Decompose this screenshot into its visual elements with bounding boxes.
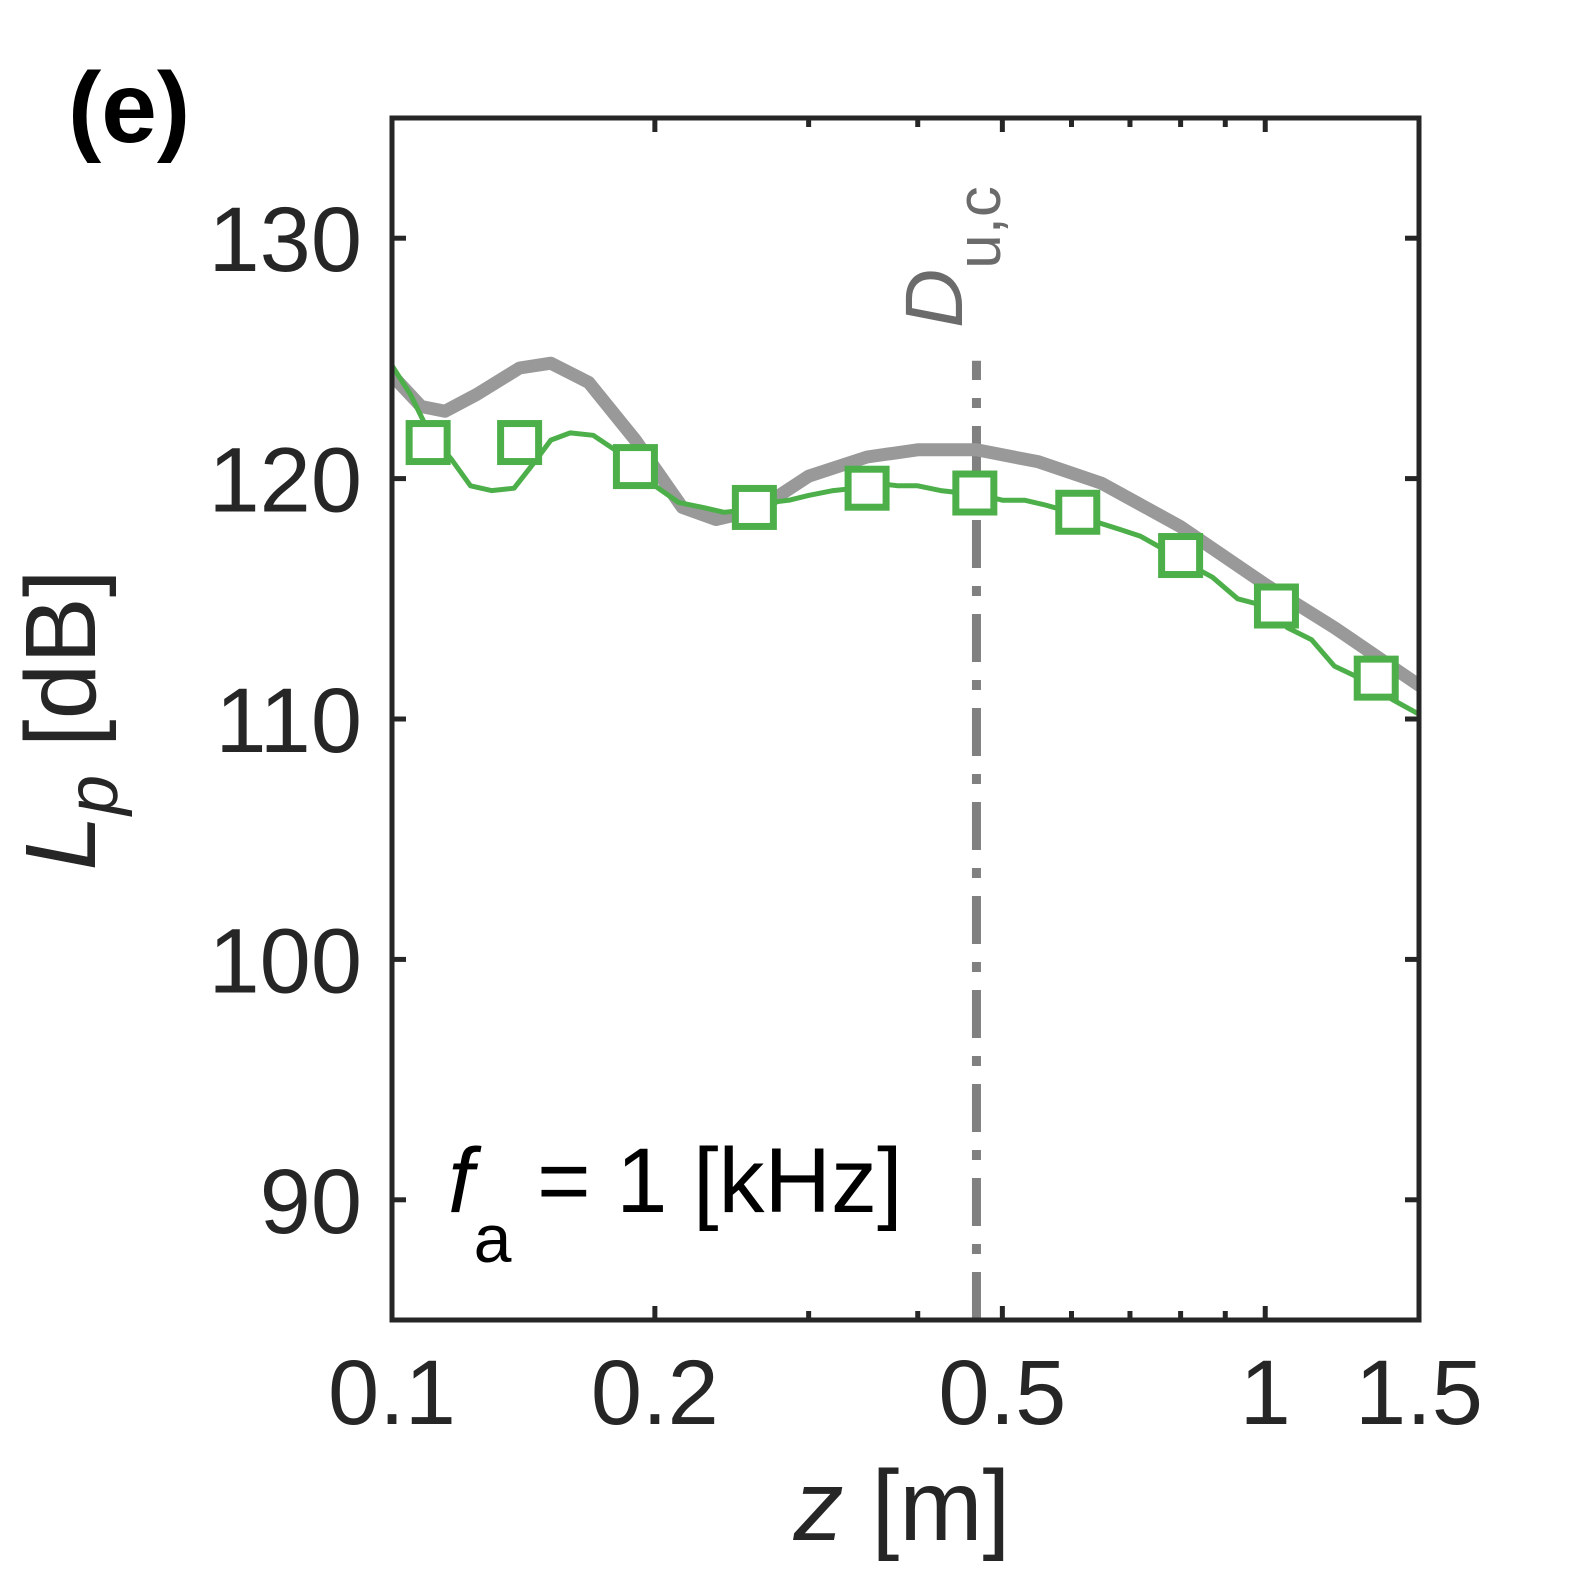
x-tick-label: 1.5	[1355, 1342, 1483, 1444]
x-tick-label: 0.5	[938, 1342, 1066, 1444]
y-axis-unit: [dB]	[5, 569, 117, 775]
vline-label-sub: u,c	[945, 186, 1014, 269]
measurement-marker	[1253, 583, 1299, 629]
measurement-marker	[844, 465, 890, 511]
y-tick-label: 90	[260, 1151, 362, 1253]
vertical-line-label: Du,c	[889, 186, 1014, 328]
vline-label-var: D	[889, 269, 980, 328]
y-tick-labels: 90 100 110 120 130	[209, 189, 363, 1253]
x-axis-unit: [m]	[844, 1450, 1011, 1562]
panel-label: (e)	[68, 52, 190, 164]
measurement-marker	[1353, 655, 1399, 701]
x-tick-label: 0.2	[591, 1342, 719, 1444]
measurement-marker	[1158, 533, 1204, 579]
y-tick-label: 130	[209, 189, 363, 291]
x-tick-label: 0.1	[328, 1342, 456, 1444]
x-tick-labels: 0.1 0.2 0.5 1 1.5	[328, 1342, 1483, 1444]
y-tick-label: 100	[209, 910, 363, 1012]
measurement-marker	[497, 420, 543, 466]
y-tick-label: 110	[215, 670, 362, 772]
y-tick-label: 120	[209, 430, 363, 532]
measurement-marker	[612, 444, 658, 490]
measurement-markers	[405, 420, 1399, 701]
measurement-marker	[1055, 489, 1101, 535]
annotation-sub: a	[474, 1201, 512, 1277]
y-axis-var: L	[5, 815, 117, 871]
y-axis-sub: p	[53, 775, 133, 817]
measurement-marker	[731, 484, 777, 530]
y-axis-title: Lp [dB]	[5, 569, 133, 870]
x-axis-var: z	[793, 1450, 844, 1562]
axis-ticks	[389, 118, 1422, 1320]
annotation-text: = 1 [kHz]	[511, 1130, 902, 1232]
model-series-line	[392, 356, 1419, 692]
plot-area	[392, 356, 1419, 1320]
x-tick-label: 1	[1240, 1342, 1291, 1444]
measurement-marker	[952, 470, 998, 516]
frequency-annotation: fa = 1 [kHz]	[448, 1130, 903, 1277]
x-axis-title: z [m]	[793, 1450, 1011, 1562]
measurement-series-line	[392, 364, 1419, 717]
measurement-marker	[405, 420, 451, 466]
